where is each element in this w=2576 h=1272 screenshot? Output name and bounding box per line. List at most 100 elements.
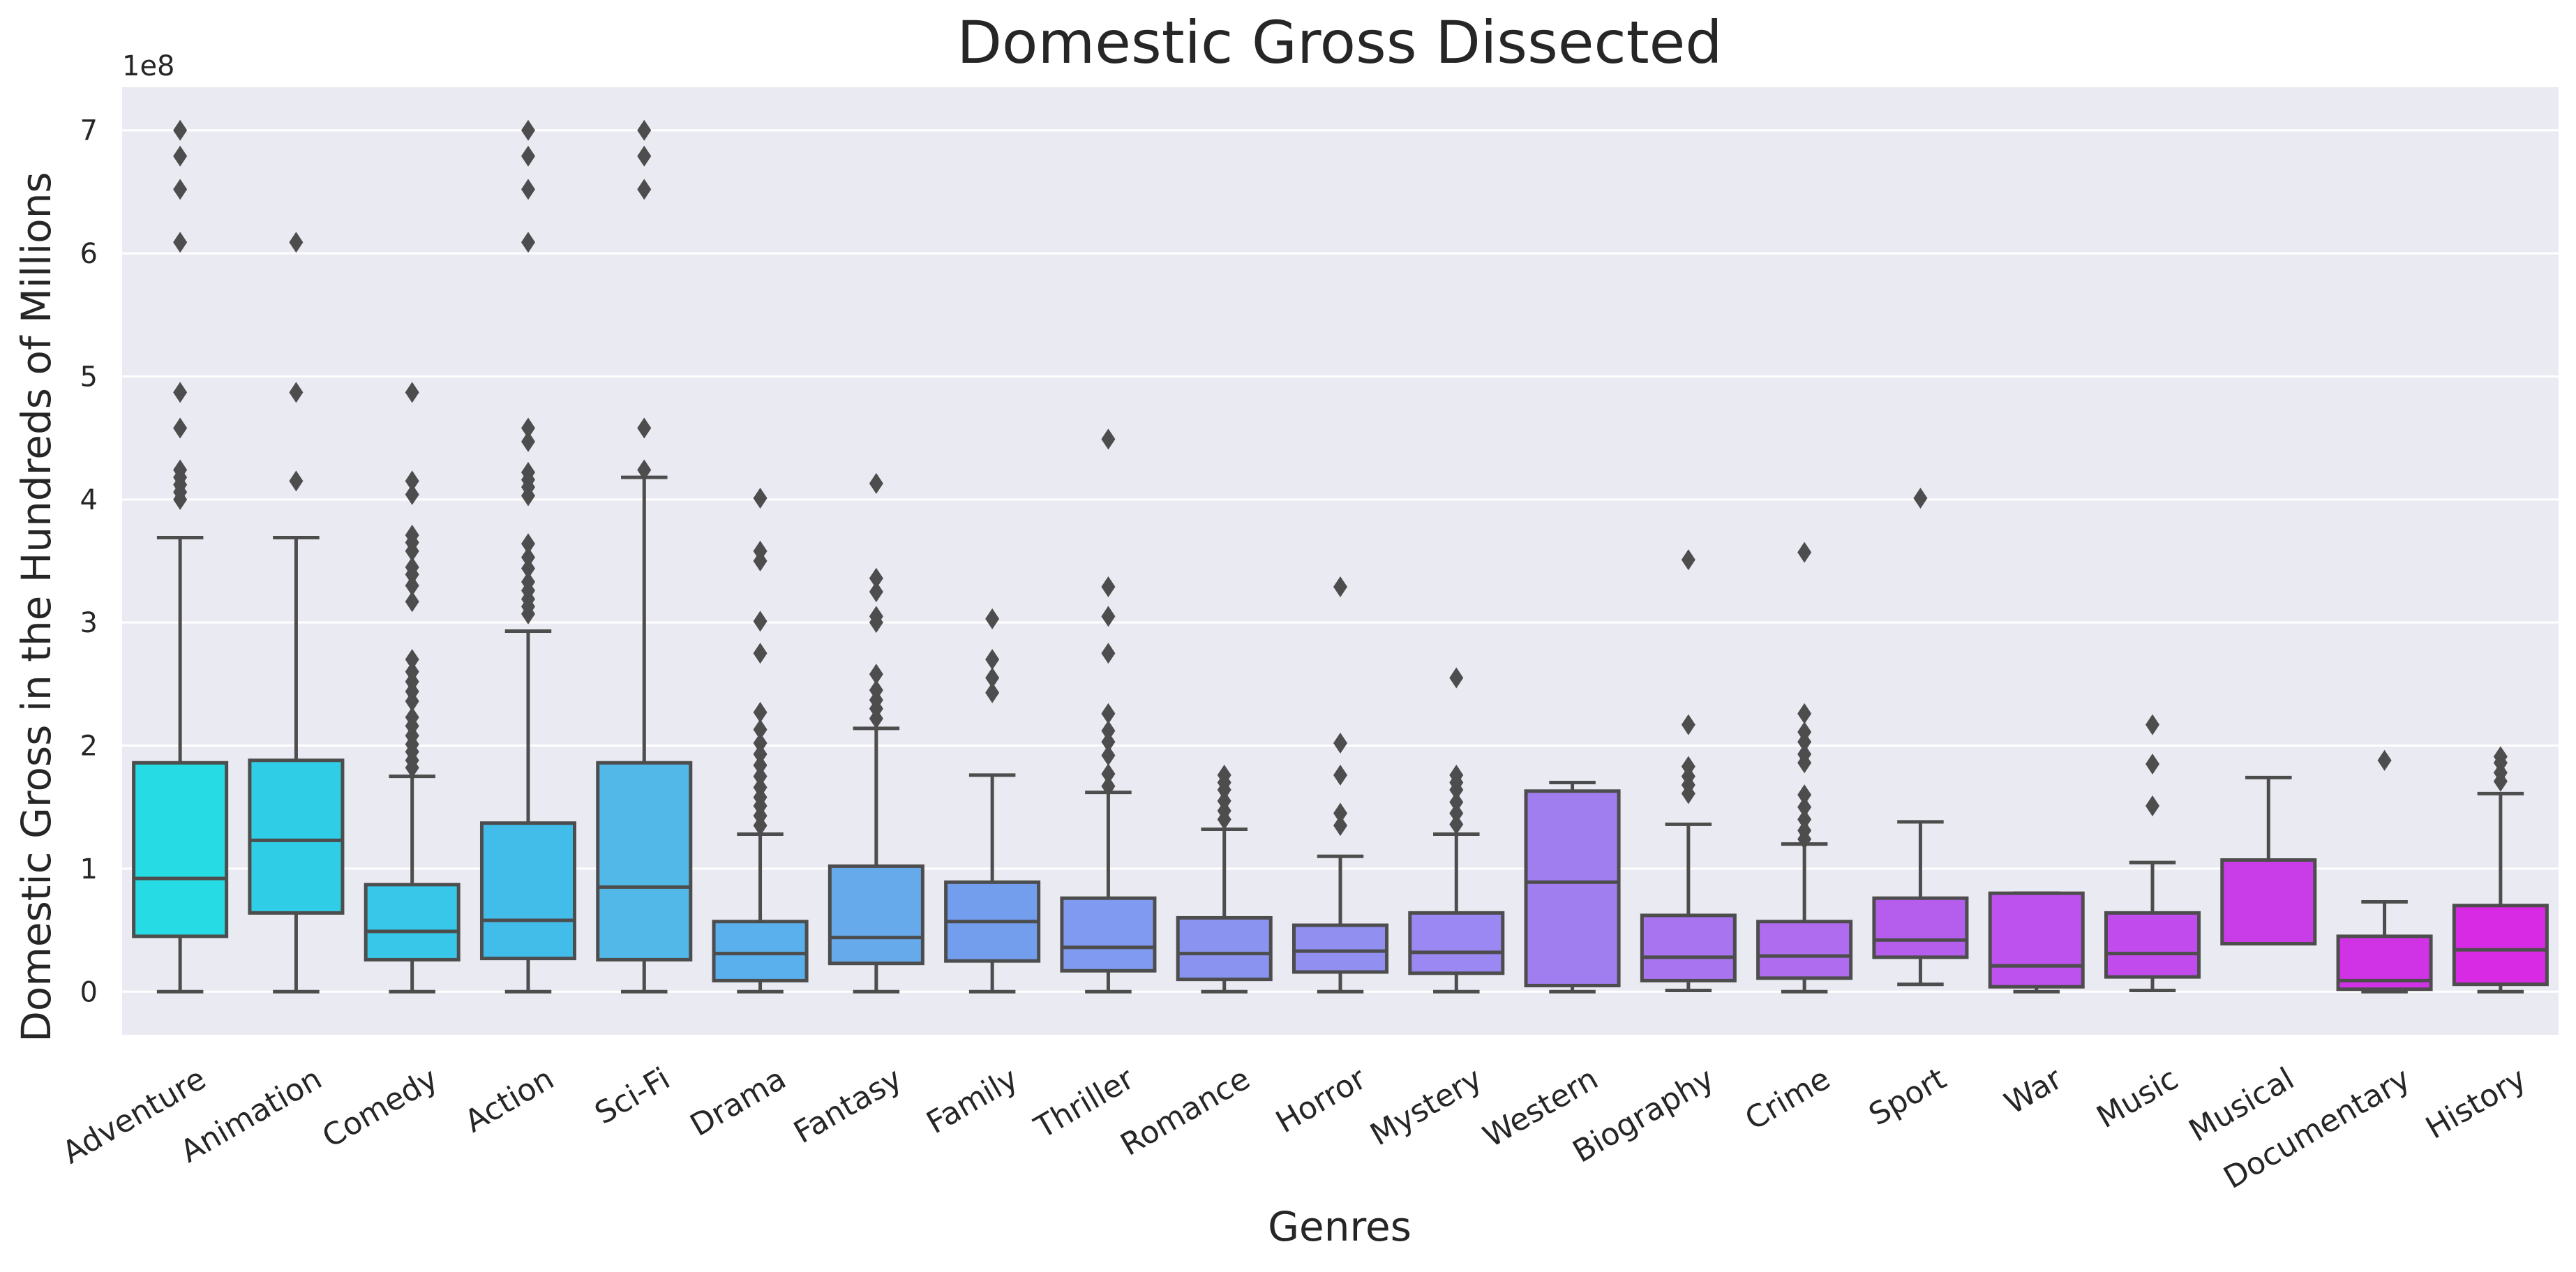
outlier-point <box>1797 784 1812 806</box>
y-tick-label: 3 <box>80 607 98 639</box>
x-tick-label: Drama <box>684 1061 792 1144</box>
y-tick-label: 0 <box>80 976 98 1008</box>
outlier-point <box>405 649 419 671</box>
outlier-point <box>637 417 652 439</box>
box-animation <box>248 232 345 994</box>
box-thriller <box>1060 428 1157 994</box>
outlier-point <box>753 719 767 740</box>
outlier-point <box>173 459 188 481</box>
outlier-point <box>405 556 419 578</box>
outlier-point <box>521 179 535 200</box>
x-axis-label: Genres <box>1268 1203 1411 1250</box>
outlier-point <box>1333 815 1347 837</box>
outlier-point <box>1101 720 1116 742</box>
box-musical <box>2220 775 2317 945</box>
chart-title: Domestic Gross Dissected <box>957 8 1722 77</box>
outlier-point <box>173 417 188 439</box>
outlier-point <box>405 470 419 492</box>
y-axis-label: Domestic Gross in the Hundreds of Millio… <box>13 172 60 1042</box>
y-tick-label: 7 <box>80 115 98 147</box>
outlier-point <box>869 567 883 589</box>
outlier-point <box>753 701 767 723</box>
x-tick-label: Fantasy <box>788 1061 908 1151</box>
y-tick-labels: 0 1 2 3 4 5 6 7 <box>80 115 98 1009</box>
outlier-point <box>521 571 535 592</box>
outlier-point <box>1797 820 1812 841</box>
outlier-point <box>869 581 883 603</box>
iqr-box <box>1060 896 1157 973</box>
iqr-box <box>1524 789 1621 987</box>
outlier-point <box>1797 721 1812 743</box>
iqr-box <box>1640 913 1737 982</box>
outlier-point <box>1449 667 1464 689</box>
iqr-box <box>248 758 345 915</box>
y-tick-label: 4 <box>80 484 98 516</box>
outlier-point <box>753 754 767 776</box>
outlier-point <box>1913 488 1928 509</box>
outlier-point <box>521 558 535 579</box>
outlier-point <box>753 540 767 562</box>
outlier-point <box>1333 802 1347 824</box>
outlier-point <box>1101 731 1116 753</box>
outlier-point <box>1101 428 1116 450</box>
box-fantasy <box>828 472 924 994</box>
outlier-point <box>1333 733 1347 754</box>
outlier-point <box>2146 795 2159 816</box>
y-tick-label: 6 <box>80 238 98 270</box>
iqr-box <box>479 821 577 961</box>
outlier-point <box>405 382 419 403</box>
outlier-point <box>521 119 535 141</box>
outlier-point <box>1797 809 1812 830</box>
outlier-point <box>521 431 535 452</box>
x-tick-label: Romance <box>1115 1061 1257 1162</box>
outlier-point <box>289 232 304 253</box>
iqr-box <box>132 761 229 938</box>
outlier-point <box>405 575 419 597</box>
outlier-point <box>1681 714 1695 735</box>
x-tick-label: Horror <box>1270 1061 1372 1140</box>
box-sport <box>1872 488 1969 987</box>
y-tick-label: 1 <box>80 853 98 885</box>
outlier-point <box>1101 606 1116 627</box>
x-tick-label: History <box>2420 1061 2532 1146</box>
outlier-point <box>869 472 883 494</box>
outlier-point <box>1449 791 1464 813</box>
x-tick-label: Sci-Fi <box>589 1061 676 1131</box>
outlier-point <box>753 765 767 787</box>
outlier-point <box>1101 576 1116 598</box>
box-romance <box>1176 764 1273 994</box>
outlier-point <box>173 232 188 253</box>
outlier-point <box>753 777 767 798</box>
outlier-point <box>2146 714 2159 735</box>
x-tick-label: Music <box>2091 1061 2185 1135</box>
outlier-point <box>405 661 419 682</box>
outlier-point <box>1101 745 1116 766</box>
outlier-point <box>173 382 188 403</box>
outlier-point <box>1681 756 1695 777</box>
box-documentary <box>2336 749 2433 994</box>
x-tick-label: War <box>1998 1061 2069 1121</box>
y-tick-label: 2 <box>80 731 98 763</box>
box-family <box>944 608 1041 994</box>
y-tick-label: 5 <box>80 361 98 393</box>
outlier-point <box>637 459 652 481</box>
box-horror <box>1291 576 1389 994</box>
outlier-point <box>289 470 304 492</box>
box-biography <box>1640 549 1737 993</box>
iqr-box <box>1988 891 2085 989</box>
outlier-point <box>2146 754 2159 775</box>
box-music <box>2104 714 2201 993</box>
box-action <box>479 119 577 994</box>
outlier-point <box>521 533 535 555</box>
outlier-point <box>521 546 535 568</box>
box-war <box>1988 891 2085 994</box>
outlier-point <box>869 606 883 627</box>
outlier-point <box>1681 549 1695 571</box>
outlier-point <box>1101 703 1116 724</box>
iqr-box <box>712 920 809 982</box>
outlier-point <box>985 649 1000 671</box>
outlier-point <box>1449 814 1464 835</box>
outlier-point <box>405 524 419 546</box>
outlier-point <box>753 488 767 509</box>
